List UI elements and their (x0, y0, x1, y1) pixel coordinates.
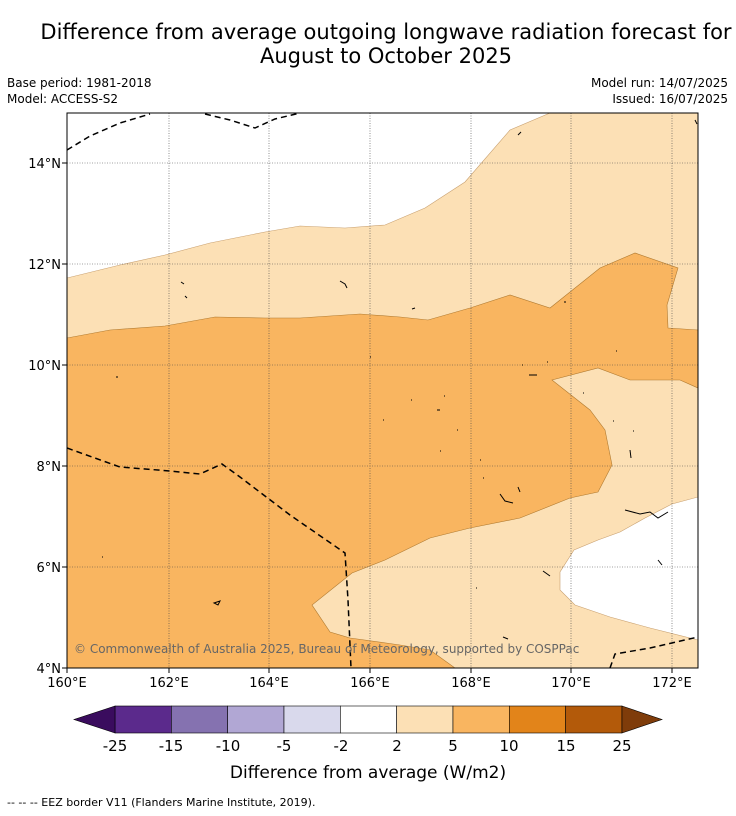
title-line-1: Difference from average outgoing longwav… (40, 20, 732, 44)
anomaly-region-5-10 (67, 252, 698, 668)
colorbar-label: 2 (392, 737, 402, 755)
islands (102, 119, 698, 640)
lon-label: 162°E (149, 676, 189, 691)
map-frame (66, 112, 699, 669)
anomaly-region-near-zero (559, 496, 698, 641)
colorbar-label: 25 (612, 737, 631, 755)
colorbar-segment (171, 705, 228, 734)
colorbar-segment (565, 705, 623, 734)
copyright-notice: © Commonwealth of Australia 2025, Bureau… (74, 642, 579, 656)
lat-label: 14°N (28, 157, 61, 172)
colorbar-label: -15 (159, 737, 184, 755)
latitude-labels: 14°N 12°N 10°N 8°N 6°N 4°N (28, 157, 61, 677)
colorbar-label: 10 (499, 737, 518, 755)
colorbar-segment (396, 705, 454, 734)
colorbar-label: -2 (334, 737, 349, 755)
title-line-2: August to October 2025 (259, 44, 513, 68)
graticule (67, 113, 698, 668)
lon-label: 166°E (350, 676, 390, 691)
colorbar-segment (283, 705, 341, 734)
lat-label: 4°N (37, 662, 62, 677)
colorbar-segment (509, 705, 566, 734)
meta-right: Model run: 14/07/2025 Issued: 16/07/2025 (591, 75, 728, 107)
lon-label: 164°E (249, 676, 289, 691)
lon-label: 160°E (47, 676, 87, 691)
colorbar-segment (227, 705, 285, 734)
base-period: Base period: 1981-2018 (7, 76, 152, 90)
colorbar-high-extend (621, 705, 663, 734)
map-area (67, 113, 698, 668)
colorbar-title: Difference from average (W/m2) (230, 763, 506, 783)
issued-date: Issued: 16/07/2025 (612, 92, 728, 106)
colorbar-labels: -25 -15 -10 -5 -2 2 5 10 15 25 (103, 737, 632, 755)
lon-label: 170°E (551, 676, 591, 691)
meta-left: Base period: 1981-2018 Model: ACCESS-S2 (7, 75, 152, 107)
colorbar-label: -25 (103, 737, 128, 755)
colorbar-low-extend (73, 705, 116, 734)
colorbar-segment (340, 705, 397, 734)
lat-label: 6°N (37, 561, 62, 576)
colorbar-label: -5 (277, 737, 292, 755)
colorbar-segment (114, 705, 172, 734)
colorbar-label: 5 (448, 737, 458, 755)
model-name: Model: ACCESS-S2 (7, 92, 119, 106)
eez-footnote: -- -- -- EEZ border V11 (Flanders Marine… (7, 796, 316, 809)
lat-label: 12°N (28, 258, 61, 273)
eez-borders (67, 113, 698, 668)
axis-tick-marks (62, 162, 673, 673)
lat-label: 10°N (28, 359, 61, 374)
colorbar (73, 705, 663, 734)
colorbar-label: -10 (216, 737, 241, 755)
colorbar-label: 15 (556, 737, 575, 755)
longitude-labels: 160°E 162°E 164°E 166°E 168°E 170°E 172°… (47, 676, 692, 691)
lat-label: 8°N (37, 460, 62, 475)
lon-label: 172°E (652, 676, 692, 691)
colorbar-segment (452, 705, 510, 734)
lon-label: 168°E (451, 676, 491, 691)
model-run: Model run: 14/07/2025 (590, 76, 728, 90)
map-title: Difference from average outgoing longwav… (0, 20, 736, 68)
